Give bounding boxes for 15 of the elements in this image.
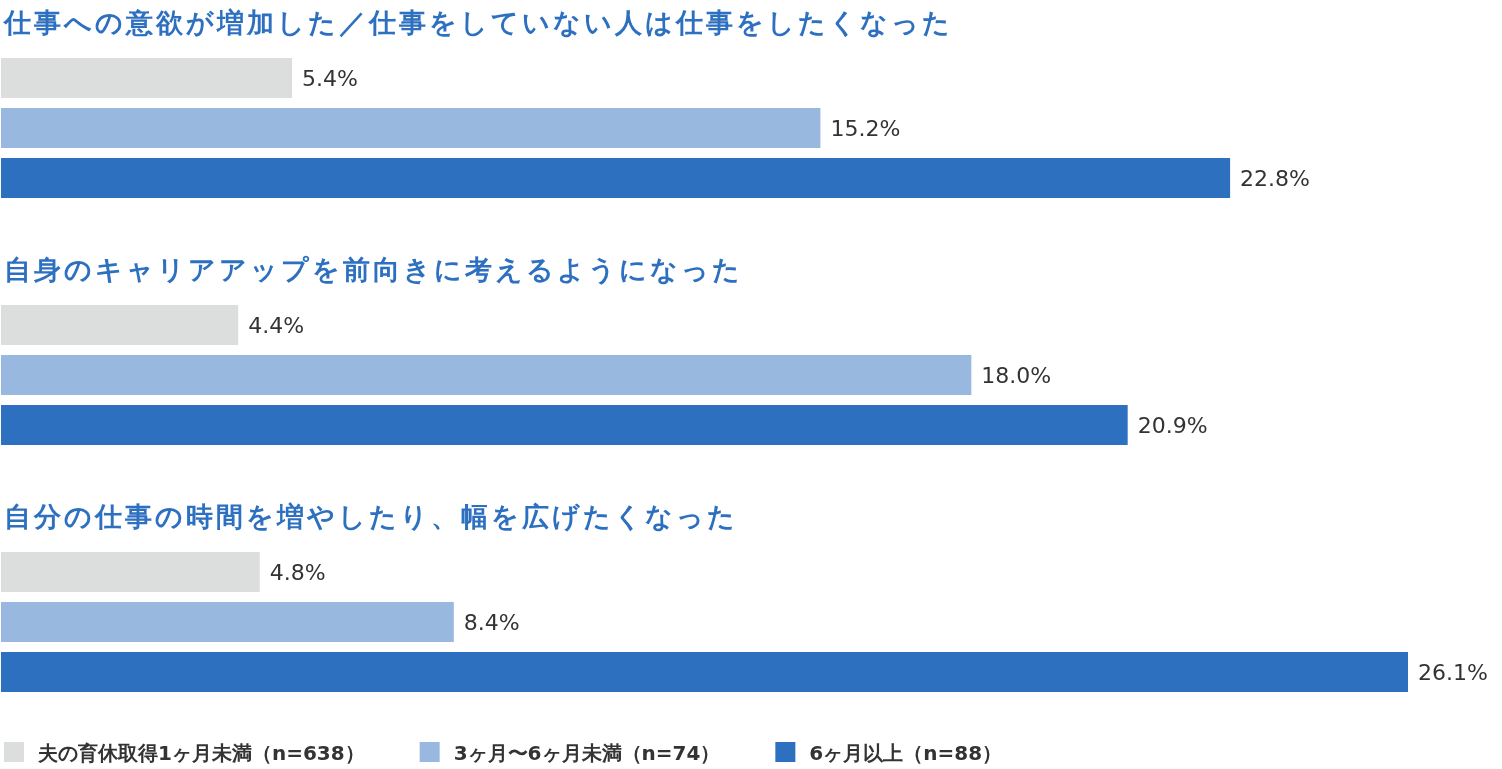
data-label: 8.4% [463,610,520,635]
data-label: 22.8% [1240,166,1310,191]
legend-label: 夫の育休取得1ヶ月未満（n=638） [37,741,365,765]
y-tick-label: 仕事への意欲が増加した／仕事をしていない人は仕事をしたくなった [3,7,953,38]
data-label: 4.8% [269,560,326,585]
legend-label: 6ヶ月以上（n=88） [809,741,1003,765]
legend-label: 3ヶ月〜6ヶ月未満（n=74） [453,741,721,765]
data-label: 4.4% [248,313,305,338]
data-label: 18.0% [981,363,1052,388]
data-label: 5.4% [302,66,359,91]
y-tick-label: 自分の仕事の時間を増やしたり、幅を広げたくなった [4,501,738,532]
data-label: 15.2% [830,116,901,141]
data-label: 26.1% [1418,660,1488,685]
data-label: 20.9% [1137,413,1208,438]
y-tick-label: 自身のキャリアアップを前向きに考えるようになった [4,254,743,285]
